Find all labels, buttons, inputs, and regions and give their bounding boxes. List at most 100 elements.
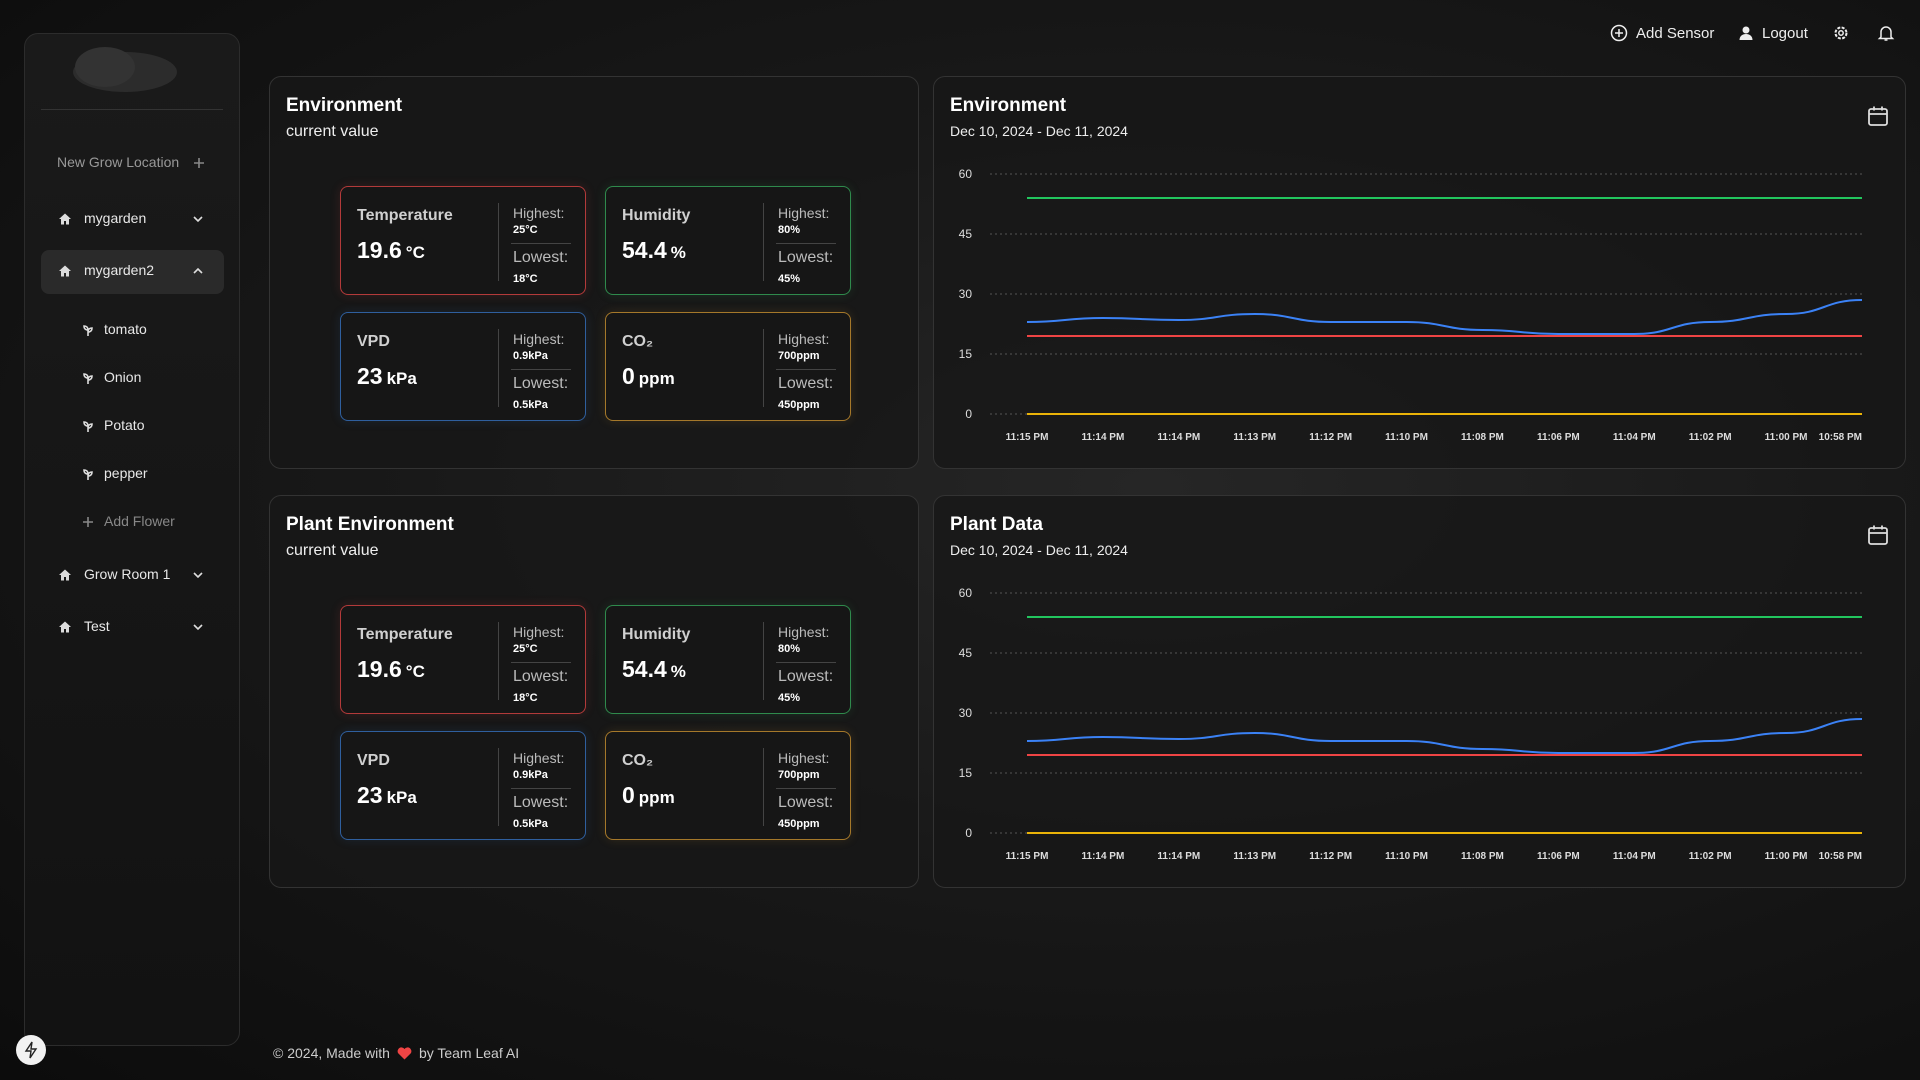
- divider: [41, 109, 223, 110]
- lowest-value: 0.5kPa: [513, 399, 548, 411]
- x-tick-label: 11:00 PM: [1765, 851, 1808, 862]
- plant-icon: [83, 421, 93, 432]
- card-divider: [763, 622, 764, 700]
- location-item[interactable]: Grow Room 1: [84, 566, 170, 582]
- highest-value: 0.9kPa: [513, 769, 548, 781]
- chevron-icon: [193, 267, 203, 274]
- x-tick-label: 11:00 PM: [1765, 432, 1808, 443]
- card-value: 19.6 °C: [357, 237, 425, 264]
- panel-subtitle: current value: [286, 123, 379, 140]
- card-value: 0 ppm: [622, 782, 675, 809]
- plus-icon: [194, 158, 204, 168]
- plant-item[interactable]: Potato: [104, 417, 144, 433]
- calendar-button[interactable]: [1867, 105, 1889, 127]
- add-sensor-button[interactable]: Add Sensor: [1610, 22, 1714, 44]
- quick-button[interactable]: [15, 1034, 47, 1066]
- highest-label: Highest:: [778, 331, 830, 347]
- plant-item[interactable]: pepper: [104, 465, 148, 481]
- new-location-text: New Grow Location: [57, 154, 180, 170]
- card-value: 23 kPa: [357, 363, 417, 390]
- card-label: CO₂: [622, 333, 654, 350]
- value-number: 0: [622, 782, 635, 808]
- card-value: 19.6 °C: [357, 656, 425, 683]
- x-tick-label: 11:06 PM: [1537, 432, 1580, 443]
- y-tick-label: 45: [959, 227, 973, 241]
- chart-subtitle: Dec 10, 2024 - Dec 11, 2024: [950, 123, 1128, 139]
- value-unit: ppm: [638, 788, 675, 807]
- card-separator: [511, 243, 571, 244]
- chart-title: Plant Data: [950, 514, 1043, 535]
- lowest-label: Lowest:: [513, 249, 569, 266]
- add-icon: [1610, 24, 1628, 42]
- value-number: 54.4: [622, 656, 667, 682]
- y-tick-label: 60: [959, 167, 973, 181]
- series-line: [1026, 718, 1863, 754]
- highest-label: Highest:: [778, 205, 830, 221]
- location-name: mygarden2: [84, 262, 155, 278]
- x-tick-label: 11:13 PM: [1233, 851, 1276, 862]
- highest-value: 80%: [778, 224, 801, 236]
- value-unit: °C: [405, 243, 425, 262]
- chevron-icon: [193, 624, 203, 631]
- card-label: VPD: [357, 333, 390, 350]
- card-label: CO₂: [622, 752, 654, 769]
- highest-label: Highest:: [778, 624, 830, 640]
- lowest-value: 450ppm: [778, 399, 820, 411]
- value-number: 23: [357, 363, 383, 389]
- card-separator: [776, 788, 836, 789]
- lowest-label: Lowest:: [513, 375, 569, 392]
- location-item[interactable]: mygarden: [84, 210, 146, 226]
- logout-button[interactable]: Logout: [1738, 22, 1808, 44]
- calendar-button[interactable]: [1867, 524, 1889, 546]
- lowest-label: Lowest:: [513, 668, 569, 685]
- location-item[interactable]: Test: [84, 618, 110, 634]
- y-tick-label: 60: [959, 586, 973, 600]
- chart-subtitle: Dec 10, 2024 - Dec 11, 2024: [950, 542, 1128, 558]
- card-label: VPD: [357, 752, 390, 769]
- sensor-card: Humidity 54.4% Highest: 80% Lowest: 45%: [605, 605, 851, 714]
- value-unit: %: [670, 662, 686, 681]
- x-tick-label: 11:06 PM: [1537, 851, 1580, 862]
- y-tick-label: 15: [959, 766, 973, 780]
- card-label: Humidity: [622, 207, 691, 224]
- card-label: Humidity: [622, 626, 691, 643]
- card-divider: [763, 329, 764, 407]
- highest-label: Highest:: [778, 750, 830, 766]
- sensor-card: CO₂ 0 ppm Highest: 700ppm Lowest: 450ppm: [605, 312, 851, 421]
- value-number: 23: [357, 782, 383, 808]
- lowest-value: 18°C: [513, 692, 538, 704]
- settings-button[interactable]: [1832, 22, 1850, 44]
- lowest-value: 0.5kPa: [513, 818, 548, 830]
- plus-icon: [83, 517, 93, 527]
- lowest-label: Lowest:: [778, 794, 834, 811]
- plant-item[interactable]: tomato: [104, 321, 147, 337]
- chevron-icon: [193, 572, 203, 579]
- notifications-button[interactable]: [1877, 22, 1895, 44]
- highest-value: 0.9kPa: [513, 350, 548, 362]
- add-plant-button[interactable]: Add Flower: [104, 513, 175, 529]
- new-location-button[interactable]: New Grow Location: [57, 154, 179, 170]
- bell-icon: [1877, 26, 1895, 41]
- card-separator: [776, 369, 836, 370]
- footer: © 2024, Made with by Team Leaf AI: [273, 1045, 519, 1061]
- logout-text: Logout: [1762, 24, 1808, 42]
- chevron-icon: [193, 216, 203, 223]
- highest-value: 700ppm: [778, 769, 820, 781]
- sensor-card: CO₂ 0 ppm Highest: 700ppm Lowest: 450ppm: [605, 731, 851, 840]
- plant-item[interactable]: Onion: [104, 369, 141, 385]
- location-item[interactable]: mygarden2: [84, 262, 154, 278]
- gear-icon: [1834, 26, 1848, 40]
- card-separator: [511, 788, 571, 789]
- value-number: 0: [622, 363, 635, 389]
- plant-name: Onion: [104, 369, 142, 385]
- x-tick-label: 11:14 PM: [1157, 432, 1200, 443]
- panel-title: Plant Environment: [286, 514, 454, 535]
- lowest-label: Lowest:: [513, 794, 569, 811]
- x-tick-label: 11:15 PM: [1006, 851, 1049, 862]
- add-sensor-text: Add Sensor: [1636, 24, 1715, 42]
- card-divider: [498, 748, 499, 826]
- plant-icon: [83, 469, 93, 480]
- home-icon: [59, 213, 71, 225]
- card-value: 0 ppm: [622, 363, 675, 390]
- value-number: 19.6: [357, 237, 402, 263]
